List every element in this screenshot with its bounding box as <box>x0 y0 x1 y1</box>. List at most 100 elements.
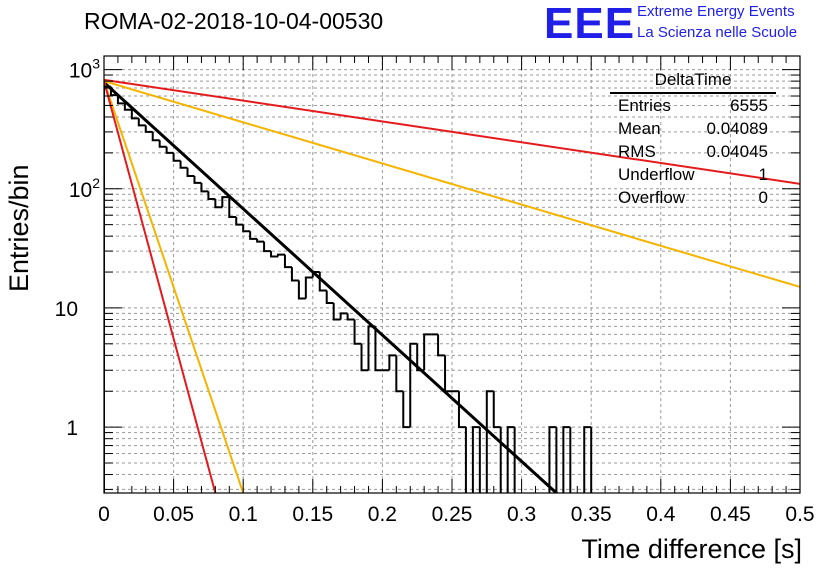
histogram-bin <box>457 391 466 429</box>
histogram-bin <box>360 343 369 372</box>
histogram-bin <box>374 326 383 372</box>
y-tick-label: 10 <box>55 298 78 321</box>
x-tick-label: 0.15 <box>292 503 333 526</box>
histogram-bin <box>116 95 125 105</box>
histogram-bin <box>499 427 502 493</box>
histogram-bin <box>151 131 160 142</box>
histogram-bin <box>207 191 216 201</box>
histogram-bin <box>277 253 285 257</box>
eee-logo: EEE <box>544 0 636 48</box>
y-tick-label: 103 <box>69 56 100 83</box>
series-orange-lower <box>104 80 245 493</box>
stats-value: 1 <box>758 165 768 184</box>
stats-row-entries: Entries 6555 <box>610 94 776 117</box>
histogram-bin <box>506 426 515 493</box>
histogram-bin <box>123 103 132 111</box>
stats-label: RMS <box>618 142 656 161</box>
stats-title: DeltaTime <box>610 70 776 94</box>
x-tick-label: 0 <box>98 503 110 526</box>
stats-value: 0.04045 <box>706 142 768 161</box>
histogram-bin <box>492 391 501 429</box>
x-tick-label: 0.4 <box>646 503 676 526</box>
histogram-bin <box>172 152 181 162</box>
histogram-bin <box>437 334 446 357</box>
histogram-bin <box>478 427 481 493</box>
histogram-bin <box>104 85 111 493</box>
histogram-bin <box>283 254 292 269</box>
x-tick-label: 0.25 <box>432 503 473 526</box>
histogram-bin <box>388 354 397 371</box>
y-tick-label: 102 <box>69 175 100 202</box>
stats-row-mean: Mean 0.04089 <box>610 117 776 140</box>
histogram-bin <box>590 427 593 493</box>
histogram-bin <box>165 146 174 154</box>
chart-title: ROMA-02-2018-10-04-00530 <box>84 8 384 34</box>
histogram-bin <box>423 333 432 371</box>
y-tick-label: 1 <box>66 417 78 440</box>
histogram-bin <box>562 426 571 493</box>
series-red-lower <box>104 80 217 493</box>
stats-value: 0.04089 <box>706 119 768 138</box>
histogram-bin <box>555 427 558 493</box>
histogram-bin <box>325 290 334 305</box>
histogram-bin <box>409 342 418 428</box>
histogram-bin <box>402 391 411 429</box>
histogram-bin <box>583 426 592 493</box>
histogram-bin <box>464 427 467 493</box>
stats-row-overflow: Overflow 0 <box>610 186 776 209</box>
stats-label: Underflow <box>618 165 695 184</box>
histogram-bin <box>311 271 320 278</box>
histogram-bin <box>444 355 452 393</box>
series-fit <box>104 80 558 493</box>
histogram-bin <box>471 426 480 493</box>
stats-value: 0 <box>758 188 768 207</box>
histogram-bin <box>137 118 146 127</box>
stats-box: DeltaTime Entries 6555 Mean 0.04089 RMS … <box>610 70 776 209</box>
histogram-bin <box>109 86 118 97</box>
histogram-bin <box>395 355 404 393</box>
histogram-bin <box>193 175 202 184</box>
y-axis-label: Entries/bin <box>4 164 34 292</box>
histogram-bin <box>318 272 327 292</box>
histogram-bin <box>158 140 167 148</box>
histogram-bin <box>200 182 209 193</box>
histogram-bin <box>339 312 348 320</box>
brand-line-1: Extreme Energy Events <box>637 3 795 20</box>
histogram-bin <box>367 325 376 371</box>
stats-label: Entries <box>618 96 671 115</box>
histogram-bin <box>144 125 153 133</box>
histogram-bin <box>186 167 195 177</box>
histogram-bin <box>228 197 237 218</box>
histogram-bin <box>242 224 251 233</box>
histogram-bin <box>416 343 425 372</box>
x-tick-label: 0.3 <box>507 503 536 526</box>
x-tick-label: 0.35 <box>571 503 612 526</box>
stats-row-rms: RMS 0.04045 <box>610 140 776 163</box>
histogram-bin <box>346 313 355 321</box>
x-tick-label: 0.1 <box>229 503 258 526</box>
histogram-bin <box>249 231 258 240</box>
histogram-bin <box>569 427 572 493</box>
histogram-bin <box>304 276 313 299</box>
series-orange-upper <box>104 80 800 288</box>
histogram-bin <box>263 241 272 253</box>
histogram-bin <box>179 160 188 169</box>
stats-row-underflow: Underflow 1 <box>610 163 776 186</box>
histogram-bin <box>130 109 139 120</box>
histogram-bin <box>485 390 494 493</box>
histogram-bin <box>290 267 299 282</box>
histogram-bin <box>353 319 362 345</box>
x-axis-label: Time difference [s] <box>581 534 802 564</box>
x-tick-label: 0.45 <box>710 503 751 526</box>
axes: 0 0.05 0.1 0.15 0.2 0.25 0.3 0.35 0.4 0.45 0.51101… <box>55 55 815 526</box>
stats-label: Overflow <box>618 188 686 207</box>
histogram-bin <box>297 280 306 300</box>
x-tick-label: 0.2 <box>368 503 397 526</box>
histogram-bin <box>513 427 516 493</box>
histogram-bin <box>235 216 244 226</box>
brand-line-2: La Scienza nelle Scuole <box>637 24 798 41</box>
stats-value: 6555 <box>730 96 768 115</box>
series-red-upper <box>104 78 800 185</box>
